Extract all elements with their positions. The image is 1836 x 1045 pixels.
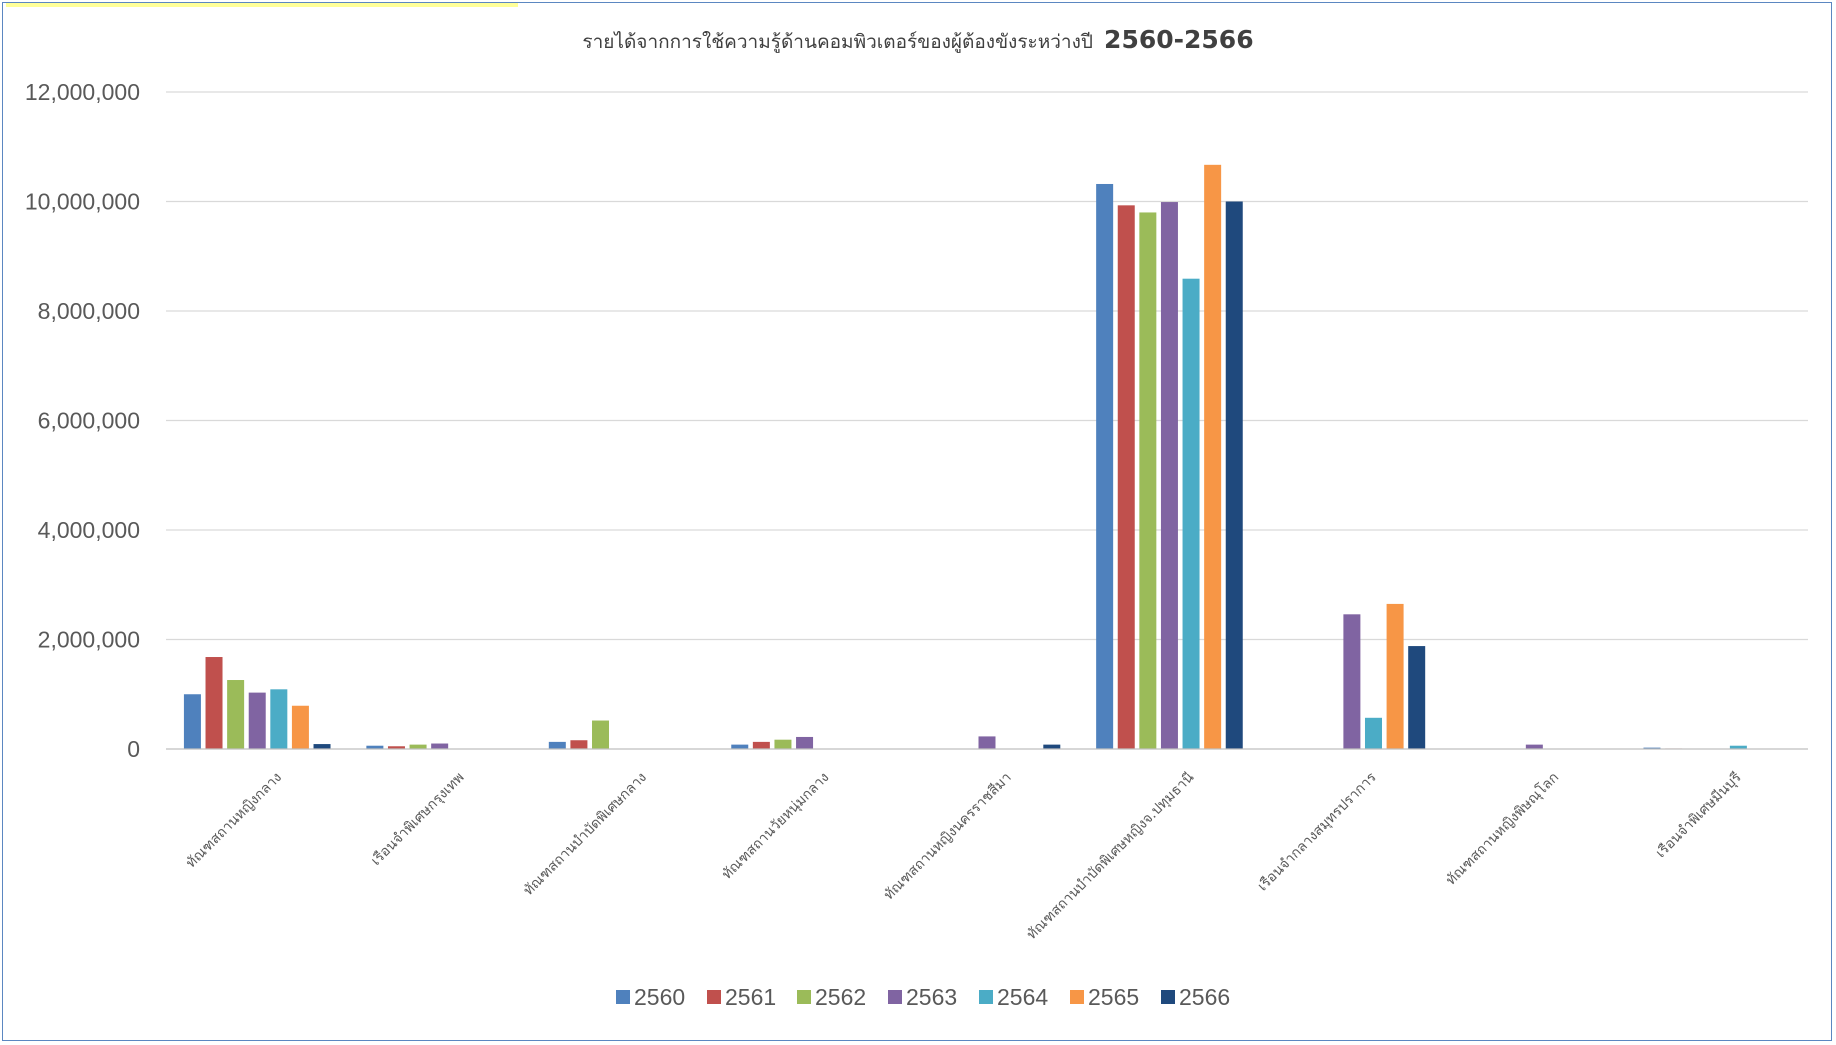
x-tick-label: ทัณฑสถานหญิงกลาง — [183, 770, 285, 872]
chart-title: รายได้จากการใช้ความรู้ด้านคอมพิวเตอร์ของ… — [582, 25, 1253, 54]
chart-title-year: 2560-2566 — [1104, 25, 1254, 54]
bar-2563 — [1343, 614, 1361, 749]
chart-title-text: รายได้จากการใช้ความรู้ด้านคอมพิวเตอร์ของ… — [582, 31, 1093, 53]
x-axis-labels: ทัณฑสถานหญิงกลาง เรือนจำพิเศษกรุงเทพ ทัณฑส… — [183, 769, 1745, 943]
bar-2565 — [1204, 164, 1222, 749]
bar-2563 — [431, 743, 449, 749]
y-tick-label: 10,000,000 — [25, 189, 140, 215]
bar-2566 — [313, 744, 331, 749]
gridlines — [166, 91, 1808, 641]
legend-swatch — [707, 990, 721, 1004]
bar-2566 — [1408, 646, 1426, 749]
bar-2562 — [409, 744, 427, 749]
bar-2563 — [1525, 744, 1543, 749]
bar-2562 — [1139, 212, 1157, 749]
x-tick-label: ทัณฑสถานหญิงนครราชสีมา — [881, 770, 1015, 904]
selection-highlight — [6, 3, 518, 7]
legend-swatch — [1161, 990, 1175, 1004]
legend-item: 2564 — [979, 984, 1048, 1010]
legend-label: 2563 — [906, 984, 957, 1010]
legend-swatch — [888, 990, 902, 1004]
bar-2563 — [796, 736, 814, 749]
legend-label: 2560 — [634, 984, 685, 1010]
legend-swatch — [616, 990, 630, 1004]
legend-label: 2561 — [725, 984, 776, 1010]
bar-2560 — [548, 741, 566, 749]
legend-item: 2560 — [616, 984, 685, 1010]
legend-item: 2563 — [888, 984, 957, 1010]
x-tick-label: ทัณฑสถานบำบัดพิเศษหญิงจ.ปทุมธานี — [1024, 769, 1198, 943]
bar-2562 — [774, 739, 792, 749]
bar-2563 — [248, 692, 266, 749]
bar-2564 — [1182, 278, 1200, 749]
legend-item: 2566 — [1161, 984, 1230, 1010]
bar-2563 — [978, 736, 996, 749]
bar-2562 — [227, 680, 245, 749]
legend-label: 2565 — [1088, 984, 1139, 1010]
bar-2564 — [270, 689, 288, 749]
bar-2564 — [1729, 745, 1747, 749]
bar-2560 — [366, 745, 384, 749]
legend-label: 2564 — [997, 984, 1048, 1010]
y-tick-label: 12,000,000 — [25, 79, 140, 105]
bar-2561 — [1117, 205, 1135, 749]
y-tick-label: 2,000,000 — [38, 627, 140, 653]
legend-label: 2566 — [1179, 984, 1230, 1010]
bar-2561 — [387, 746, 405, 749]
x-tick-label: เรือนจำพิเศษกรุงเทพ — [368, 770, 467, 869]
bar-2566 — [1225, 201, 1243, 749]
bar-2561 — [752, 741, 770, 749]
x-tick-label: เรือนจำพิเศษมีนบุรี — [1653, 769, 1745, 861]
x-tick-label: ทัณฑสถานบำบัดพิเศษกลาง — [521, 770, 650, 899]
legend-label: 2562 — [815, 984, 866, 1010]
bar-2560 — [731, 744, 749, 749]
bar-2560 — [183, 694, 201, 749]
bar-2561 — [570, 740, 588, 749]
x-tick-label: ทัณฑสถานหญิงพิษณุโลก — [1442, 769, 1562, 889]
legend-swatch — [797, 990, 811, 1004]
bar-2562 — [592, 720, 610, 749]
legend-swatch — [1070, 990, 1084, 1004]
bar-2561 — [205, 657, 223, 749]
legend-item: 2565 — [1070, 984, 1139, 1010]
y-tick-label: 8,000,000 — [38, 298, 140, 324]
y-tick-label: 4,000,000 — [38, 517, 140, 543]
y-axis-ticks: 0 2,000,000 4,000,000 6,000,000 8,000,000 10,… — [25, 79, 140, 762]
bar-2563 — [1160, 202, 1178, 750]
legend-item: 2561 — [707, 984, 776, 1010]
bar-2566 — [1043, 744, 1061, 749]
bar-2564 — [1364, 717, 1382, 749]
x-tick-label: เรือนจำกลางสมุทรปราการ — [1255, 769, 1380, 894]
legend-swatch — [979, 990, 993, 1004]
legend-item: 2562 — [797, 984, 866, 1010]
y-tick-label: 0 — [127, 736, 140, 762]
bar-2565 — [291, 705, 309, 749]
x-tick-label: ทัณฑสถานวัยหนุ่มกลาง — [719, 770, 832, 883]
bars — [183, 164, 1747, 750]
bar-2560 — [1643, 747, 1661, 749]
legend: 2560 2561 2562 2563 2564 2565 2566 — [616, 984, 1230, 1010]
y-tick-label: 6,000,000 — [38, 408, 140, 434]
bar-2565 — [1386, 603, 1404, 749]
bar-2560 — [1096, 183, 1114, 750]
